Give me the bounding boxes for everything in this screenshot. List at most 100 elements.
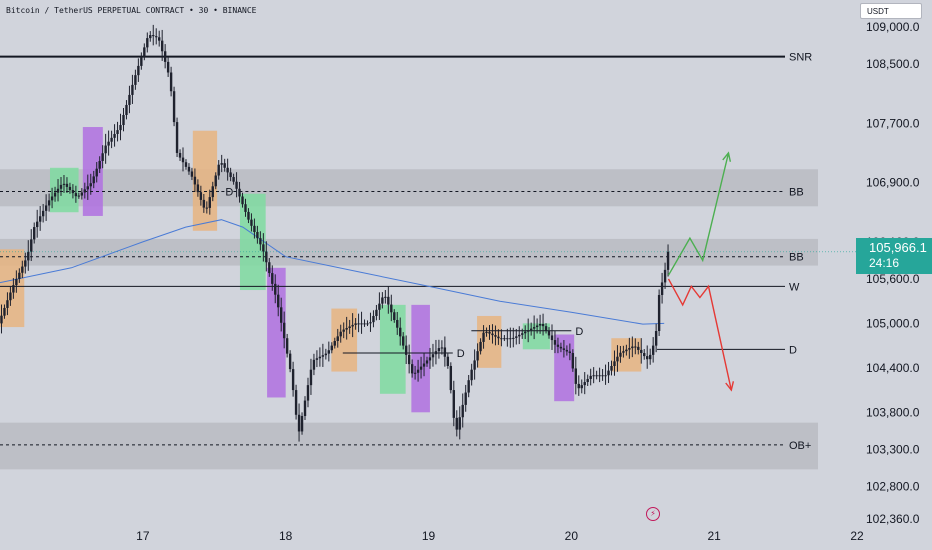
candle-body xyxy=(402,336,405,346)
candle-body xyxy=(53,192,57,197)
candle-body xyxy=(309,369,313,386)
candle-body xyxy=(553,340,557,345)
projection-layer xyxy=(667,151,735,392)
candle-body xyxy=(41,210,45,217)
candle-body xyxy=(149,35,152,39)
moving-average-line xyxy=(0,219,665,325)
candle-body xyxy=(30,239,33,252)
candle-body xyxy=(62,183,66,185)
candle-body xyxy=(339,331,342,337)
candle-body xyxy=(262,244,265,252)
candle-body xyxy=(646,356,649,360)
candle-body xyxy=(509,338,512,340)
candle-body xyxy=(625,349,628,352)
candle-body xyxy=(580,385,583,389)
level-label: D xyxy=(457,348,465,360)
candle-body xyxy=(500,338,503,340)
candle-body xyxy=(163,51,167,62)
candle-body xyxy=(140,56,143,66)
candle-body xyxy=(598,375,601,377)
candle-body xyxy=(407,354,411,365)
candle-body xyxy=(208,197,211,208)
time-tick-label: 22 xyxy=(850,529,864,543)
candle-body xyxy=(404,345,408,355)
candle-body xyxy=(458,417,461,430)
price-tick-label: 109,000.0 xyxy=(866,20,920,34)
candle-body xyxy=(119,125,122,131)
candle-body xyxy=(318,356,322,359)
candle-body xyxy=(35,221,39,228)
price-tick-label: 107,700.0 xyxy=(866,116,920,130)
candle-body xyxy=(190,171,194,177)
candle-body xyxy=(390,304,393,313)
candle-body xyxy=(256,232,259,239)
time-tick-label: 19 xyxy=(422,529,436,543)
candle-body xyxy=(265,251,268,263)
candle-body xyxy=(506,338,509,340)
price-tick-label: 104,400.0 xyxy=(866,361,920,375)
candle-body xyxy=(172,91,176,123)
candle-body xyxy=(169,72,173,92)
candle-body xyxy=(660,282,664,295)
candle-body xyxy=(515,336,518,338)
candle-body xyxy=(440,347,444,349)
candle-body xyxy=(604,375,607,377)
candle-body xyxy=(125,104,128,115)
candle-body xyxy=(306,385,310,401)
level-label: W xyxy=(789,281,800,293)
candle-body xyxy=(526,330,530,332)
level-label: D xyxy=(225,186,233,198)
candle-body xyxy=(416,369,420,373)
candle-body xyxy=(0,315,3,324)
zone-band-1 xyxy=(0,238,818,266)
candle-body xyxy=(27,251,30,261)
zone-band-0 xyxy=(0,169,818,207)
candle-body xyxy=(637,346,640,350)
candle-body xyxy=(610,365,613,371)
candle-body xyxy=(80,192,84,196)
candle-body xyxy=(393,312,396,320)
candle-body xyxy=(244,204,247,212)
candle-body xyxy=(521,333,524,335)
candle-body xyxy=(104,145,107,154)
candle-body xyxy=(601,375,604,377)
level-label: D xyxy=(789,344,797,356)
price-tick-label: 105,600.0 xyxy=(866,272,920,286)
candle-body xyxy=(223,163,226,168)
candle-body xyxy=(12,285,15,293)
candle-body xyxy=(410,364,414,374)
candle-body xyxy=(21,266,24,273)
level-label: OB+ xyxy=(789,440,811,452)
candle-body xyxy=(568,351,572,354)
candle-body xyxy=(628,348,631,350)
candle-body xyxy=(562,348,566,350)
candle-body xyxy=(446,356,450,366)
candle-body xyxy=(241,196,244,205)
candle-body xyxy=(315,358,319,360)
candle-body xyxy=(372,315,375,323)
candle-body xyxy=(550,335,554,341)
candle-body xyxy=(461,404,464,418)
candle-body xyxy=(577,383,580,389)
level-label: BB xyxy=(789,252,804,264)
candle-body xyxy=(503,338,506,340)
candle-body xyxy=(336,336,339,341)
price-tick-label: 108,500.0 xyxy=(866,57,920,71)
currency-selector[interactable]: USDT xyxy=(860,3,922,19)
candle-body xyxy=(15,278,18,286)
lightning-icon[interactable]: ⚡ xyxy=(646,507,660,521)
candle-body xyxy=(247,211,250,220)
candle-body xyxy=(360,323,363,325)
candle-body xyxy=(663,269,667,283)
candle-body xyxy=(9,292,12,301)
candle-body xyxy=(134,75,137,85)
candle-body xyxy=(77,195,81,197)
candle-body xyxy=(327,350,331,354)
candle-body xyxy=(294,390,298,415)
candle-body xyxy=(131,84,134,95)
candle-body xyxy=(363,323,366,325)
candle-body xyxy=(226,167,229,173)
candle-body xyxy=(122,114,125,126)
